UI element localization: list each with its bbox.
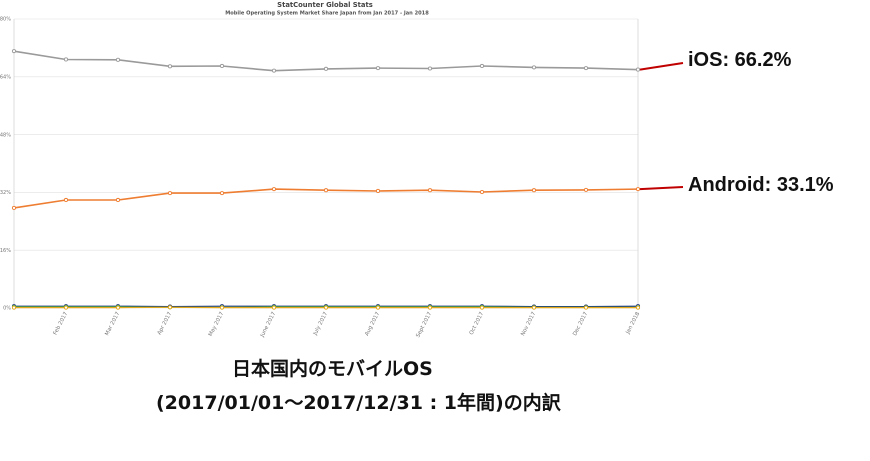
- annotation-connector: [639, 62, 684, 71]
- x-axis-tick-labels: Feb 2017 Mar 2017 Apr 2017 May 2017 June 201…: [53, 311, 642, 339]
- chart-subtitle: Mobile Operating System Market Share Jap…: [225, 11, 429, 17]
- annotation-connectors: [639, 62, 684, 191]
- data-point: [115, 57, 121, 62]
- data-point: [375, 188, 381, 194]
- ios-annotation-label: iOS: 66.2%: [688, 49, 792, 71]
- x-tick-label: Apr 2017: [157, 311, 174, 336]
- data-point: [583, 66, 589, 71]
- data-point: [635, 67, 641, 72]
- x-tick-label: Oct 2017: [469, 311, 486, 336]
- data-point: [531, 65, 537, 70]
- data-point: [427, 305, 433, 310]
- y-tick-label: 80%: [0, 17, 11, 23]
- gridlines: [14, 18, 638, 309]
- data-point: [271, 68, 277, 73]
- data-point: [479, 63, 485, 69]
- y-tick-label: 16%: [0, 248, 11, 254]
- data-point: [63, 197, 69, 203]
- data-point: [635, 305, 641, 310]
- x-tick-label: June 2017: [259, 311, 277, 339]
- data-point: [115, 305, 121, 310]
- data-point: [583, 187, 589, 192]
- x-tick-label: Nov 2017: [520, 311, 537, 337]
- x-tick-label: May 2017: [208, 311, 225, 337]
- data-point: [11, 305, 17, 310]
- data-point: [531, 188, 537, 193]
- caption-line-1: 日本国内のモバイルOS: [232, 358, 433, 380]
- data-point: [323, 188, 329, 193]
- annotation-connector: [639, 186, 684, 191]
- data-point: [531, 305, 537, 310]
- data-point: [167, 191, 173, 196]
- data-point: [115, 197, 121, 203]
- x-tick-label: Aug 2017: [364, 311, 381, 337]
- data-point: [63, 57, 69, 62]
- data-point: [427, 66, 433, 71]
- market-share-line-chart: StatCounter Global Stats Mobile Operatin…: [0, 1, 684, 339]
- data-point: [583, 305, 589, 310]
- data-point: [11, 205, 17, 210]
- x-tick-label: Dec 2017: [572, 311, 589, 337]
- y-tick-label: 48%: [0, 132, 11, 138]
- x-tick-label: Sept 2017: [415, 311, 433, 338]
- data-point: [167, 305, 173, 310]
- data-point: [635, 187, 641, 192]
- data-point: [323, 305, 329, 310]
- data-point: [219, 305, 225, 310]
- data-point: [375, 66, 381, 71]
- x-tick-label: Jan 2018: [625, 311, 642, 336]
- x-tick-label: Mar 2017: [104, 311, 121, 337]
- data-point: [271, 187, 277, 192]
- data-point: [11, 49, 17, 54]
- data-point: [479, 189, 485, 195]
- y-tick-label: 64%: [0, 75, 11, 81]
- y-tick-label: 32%: [0, 190, 11, 196]
- series-group: [11, 49, 641, 310]
- caption-line-2: (2017/01/01〜2017/12/31 : 1年間)の内訳: [156, 392, 561, 414]
- x-tick-label: July 2017: [312, 311, 329, 337]
- data-point: [219, 63, 225, 69]
- data-point: [479, 305, 485, 310]
- data-point: [167, 64, 173, 69]
- y-axis-tick-labels: 0% 16% 32% 48% 64% 80%: [0, 17, 11, 312]
- chart-title: StatCounter Global Stats: [277, 1, 373, 9]
- data-point: [375, 305, 381, 310]
- data-point: [323, 66, 329, 71]
- android-annotation-label: Android: 33.1%: [688, 174, 834, 196]
- data-point: [219, 191, 225, 196]
- data-point: [427, 188, 433, 193]
- y-tick-label: 0%: [3, 306, 11, 312]
- data-point: [63, 305, 69, 310]
- data-point: [271, 305, 277, 310]
- x-tick-label: Feb 2017: [53, 311, 70, 336]
